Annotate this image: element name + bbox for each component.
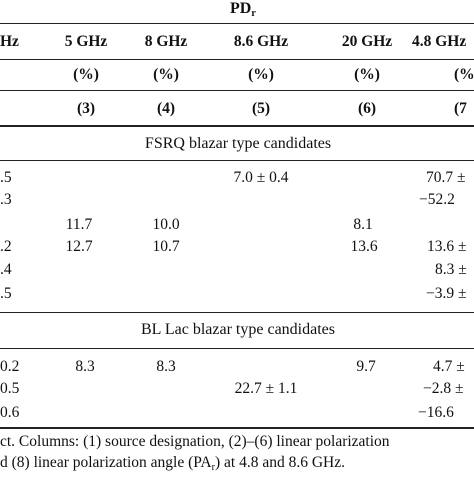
- table-cell: 22.7 ± 1.1: [234, 380, 298, 397]
- colnum-4: (4): [156, 100, 176, 117]
- unit-8ghz: (%): [153, 66, 179, 83]
- col-header-c0: Hz: [0, 33, 19, 50]
- table-cell: −3.9 ±: [426, 285, 467, 302]
- table-cell: 8.3: [75, 358, 95, 375]
- table-cell: 12.7: [65, 238, 93, 255]
- table-cell: 0.5: [0, 380, 20, 397]
- table-cell: .5: [0, 169, 12, 186]
- caption-line-2: d (8) linear polarization angle (PAr) at…: [0, 454, 345, 477]
- pd-group-header: PDr: [230, 0, 256, 23]
- unit-8-6ghz: (%): [248, 66, 274, 83]
- table-cell: 11.7: [65, 216, 93, 233]
- table-cell: .3: [0, 191, 12, 208]
- colnum-3: (3): [76, 100, 96, 117]
- table-cell: 8.1: [353, 216, 373, 233]
- table-cell: 13.6: [350, 238, 378, 255]
- table-cell: 10.0: [152, 216, 180, 233]
- caption-subscript: r: [211, 462, 215, 473]
- table-cell: 0.2: [0, 358, 20, 375]
- table-cell: 4.7 ±: [433, 358, 465, 375]
- header-rule-2: [0, 90, 474, 91]
- table-cell: 13.6 ±: [427, 238, 467, 255]
- caption-line-2-text: d (8) linear polarization angle (PA: [0, 454, 212, 471]
- section-rule-fsrq: [0, 160, 474, 161]
- unit-5ghz: (%): [73, 66, 99, 83]
- col-header-8-6ghz: 8.6 GHz: [233, 33, 289, 50]
- pd-subscript: r: [251, 8, 256, 19]
- table-cell: 8.3 ±: [435, 261, 467, 278]
- table-cell: 7.0 ± 0.4: [233, 169, 289, 186]
- table-cell: 9.7: [356, 358, 376, 375]
- caption-line-1: ct. Columns: (1) source designation, (2)…: [0, 433, 390, 450]
- section-title-bllac: BL Lac blazar type candidates: [141, 321, 335, 338]
- table-cell: .2: [0, 238, 12, 255]
- unit-4-8ghz: (%: [454, 66, 474, 83]
- col-header-5ghz: 5 GHz: [64, 33, 108, 50]
- table-cell: .5: [0, 285, 12, 302]
- caption-line-2-end: ) at 4.8 and 8.6 GHz.: [214, 454, 345, 471]
- table-cell: −2.8 ±: [423, 380, 464, 397]
- colnum-7: (7: [454, 100, 467, 117]
- col-header-4-8ghz: 4.8 GHz: [412, 33, 467, 50]
- table-cell: 70.7 ±: [426, 169, 466, 186]
- header-rule-3: [0, 125, 474, 127]
- table-cell: 8.3: [156, 358, 176, 375]
- table-cell: −52.2: [419, 191, 455, 208]
- header-rule-1: [0, 59, 474, 60]
- colnum-5: (5): [251, 100, 271, 117]
- pd-label: PD: [230, 0, 252, 17]
- colnum-6: (6): [357, 100, 377, 117]
- section-rule-bllac: [0, 348, 474, 349]
- unit-20ghz: (%): [354, 66, 380, 83]
- table-cell: .4: [0, 261, 12, 278]
- col-header-20ghz: 20 GHz: [341, 33, 393, 50]
- table-cell: −16.6: [418, 404, 454, 421]
- col-header-8ghz: 8 GHz: [144, 33, 188, 50]
- pd-group-rule: [0, 23, 474, 24]
- table-cell: 10.7: [152, 238, 180, 255]
- section-title-fsrq: FSRQ blazar type candidates: [144, 135, 332, 152]
- section-rule-top-bllac: [0, 312, 474, 313]
- table-cell: 0.6: [0, 404, 20, 421]
- table-bottom-rule: [0, 427, 474, 429]
